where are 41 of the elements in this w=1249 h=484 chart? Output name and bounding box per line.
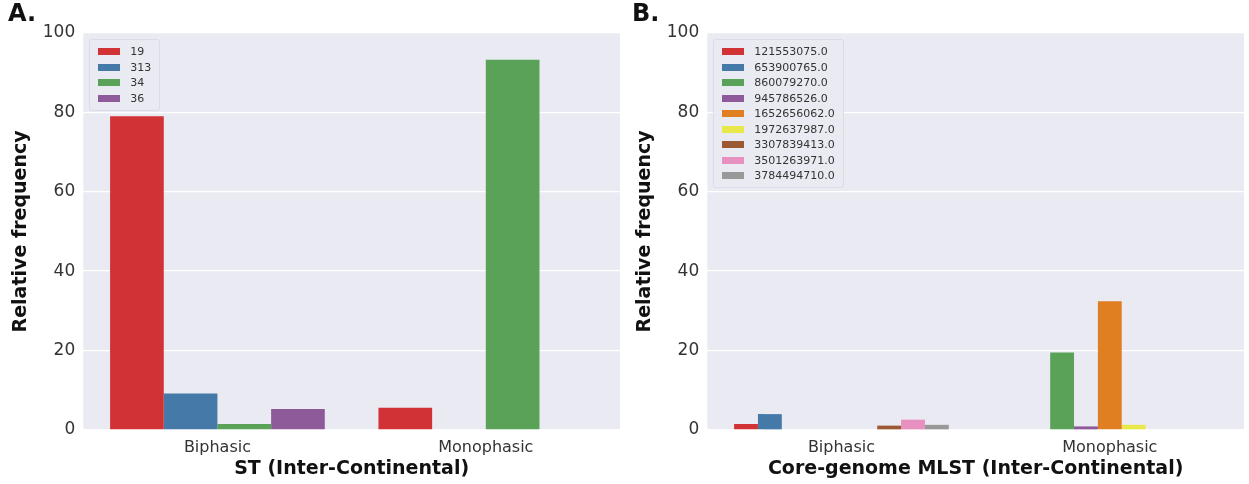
bar — [378, 407, 433, 430]
y-tick-label: 60 — [53, 180, 76, 201]
bar — [271, 408, 325, 430]
legend-label: 34 — [130, 76, 145, 90]
y-axis-title: Relative frequency — [8, 129, 31, 333]
bar — [217, 424, 272, 430]
legend-label: 860079270.0 — [754, 76, 828, 90]
y-tick-label: 40 — [53, 259, 76, 280]
legend-label: 313 — [130, 60, 152, 74]
legend-label: 3501263971.0 — [754, 153, 835, 167]
legend-label: 36 — [130, 91, 145, 105]
y-tick-label: 80 — [53, 100, 76, 121]
bar — [163, 393, 218, 430]
legend-label: 653900765.0 — [754, 60, 828, 74]
bar — [485, 59, 540, 430]
y-tick-label: 100 — [42, 21, 76, 42]
x-axis-title: Core-genome MLST (Inter-Continental) — [767, 455, 1184, 478]
y-axis-title: Relative frequency — [632, 129, 655, 333]
chart-title: A. — [8, 0, 37, 27]
legend-label: 19 — [130, 45, 145, 59]
legend-label: 3307839413.0 — [754, 138, 835, 152]
legend-label: 1972637987.0 — [754, 122, 835, 136]
y-tick-label: 100 — [666, 21, 700, 42]
x-axis-title: ST (Inter-Continental) — [234, 455, 470, 478]
legend-label: 3784494710.0 — [754, 169, 835, 183]
x-tick-label: Biphasic — [807, 436, 875, 456]
legend-label: 1652656062.0 — [754, 107, 835, 121]
legend-label: 945786526.0 — [754, 91, 828, 105]
y-tick-label: 0 — [688, 418, 700, 439]
chart-title: B. — [632, 0, 660, 27]
x-tick-label: Monophasic — [438, 436, 534, 456]
x-tick-label: Monophasic — [1062, 436, 1158, 456]
y-tick-label: 20 — [677, 338, 700, 359]
x-tick-label: Biphasic — [183, 436, 251, 456]
bar — [110, 116, 164, 430]
y-tick-label: 40 — [677, 259, 700, 280]
y-tick-label: 60 — [677, 180, 700, 201]
y-tick-label: 0 — [64, 418, 76, 439]
y-tick-label: 20 — [53, 338, 76, 359]
legend-label: 121553075.0 — [754, 45, 828, 59]
y-tick-label: 80 — [677, 100, 700, 121]
